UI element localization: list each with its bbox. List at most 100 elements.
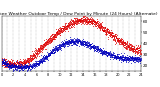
Point [54, 48, 57, 49]
Point [93, 46, 96, 47]
Point [137, 60, 139, 61]
Point [131, 58, 133, 59]
Point [124, 59, 127, 61]
Point [53, 47, 56, 49]
Point [46, 42, 48, 44]
Point [76, 23, 79, 25]
Point [104, 31, 107, 32]
Point [40, 48, 42, 50]
Point [116, 39, 119, 41]
Point [76, 41, 79, 42]
Point [84, 21, 87, 22]
Point [65, 43, 68, 45]
Point [91, 48, 94, 49]
Point [42, 59, 45, 60]
Point [57, 46, 60, 47]
Point [43, 45, 46, 47]
Point [101, 29, 104, 30]
Point [88, 21, 91, 22]
Point [16, 65, 18, 66]
Point [99, 24, 101, 25]
Point [122, 41, 125, 42]
Point [31, 50, 33, 52]
Point [11, 60, 13, 62]
Point [102, 29, 104, 31]
Point [18, 66, 21, 67]
Point [1, 61, 4, 62]
Point [134, 47, 137, 49]
Point [14, 62, 16, 64]
Point [90, 22, 92, 23]
Point [123, 59, 125, 61]
Point [30, 65, 32, 67]
Point [118, 37, 120, 38]
Point [128, 56, 131, 57]
Point [47, 55, 50, 56]
Point [22, 67, 24, 68]
Point [82, 19, 84, 21]
Point [16, 66, 19, 68]
Point [37, 48, 40, 49]
Point [13, 69, 16, 70]
Point [104, 51, 107, 52]
Point [11, 63, 14, 64]
Point [96, 52, 99, 53]
Point [3, 62, 6, 63]
Point [132, 50, 135, 52]
Point [32, 55, 34, 57]
Point [95, 47, 97, 48]
Point [83, 19, 86, 21]
Point [39, 46, 41, 47]
Point [86, 22, 88, 23]
Point [97, 26, 100, 28]
Point [80, 43, 82, 44]
Point [116, 57, 119, 58]
Point [41, 58, 44, 59]
Point [8, 63, 10, 65]
Point [29, 59, 32, 60]
Point [131, 55, 134, 57]
Point [66, 24, 69, 25]
Point [93, 48, 96, 49]
Point [134, 49, 136, 51]
Point [98, 26, 101, 27]
Point [131, 50, 133, 52]
Point [139, 59, 142, 60]
Point [1, 59, 4, 60]
Point [16, 66, 18, 67]
Point [6, 63, 8, 65]
Point [103, 51, 105, 52]
Point [7, 65, 10, 66]
Point [29, 56, 31, 57]
Point [10, 64, 12, 66]
Point [27, 60, 30, 62]
Point [29, 65, 32, 67]
Point [20, 69, 23, 70]
Point [59, 29, 62, 31]
Point [71, 44, 74, 45]
Point [74, 22, 76, 23]
Point [84, 44, 86, 46]
Point [67, 23, 69, 25]
Point [60, 45, 63, 47]
Point [113, 43, 116, 44]
Point [97, 23, 100, 24]
Point [114, 35, 116, 37]
Point [64, 25, 67, 27]
Point [11, 70, 14, 72]
Point [58, 30, 60, 31]
Point [124, 60, 127, 62]
Point [5, 62, 8, 63]
Point [120, 40, 122, 42]
Point [121, 55, 123, 56]
Point [73, 41, 76, 43]
Point [136, 61, 139, 62]
Point [72, 41, 74, 42]
Point [73, 24, 75, 25]
Point [8, 66, 11, 68]
Point [38, 63, 40, 65]
Point [83, 18, 85, 20]
Point [43, 55, 46, 57]
Point [67, 25, 70, 26]
Point [130, 45, 133, 46]
